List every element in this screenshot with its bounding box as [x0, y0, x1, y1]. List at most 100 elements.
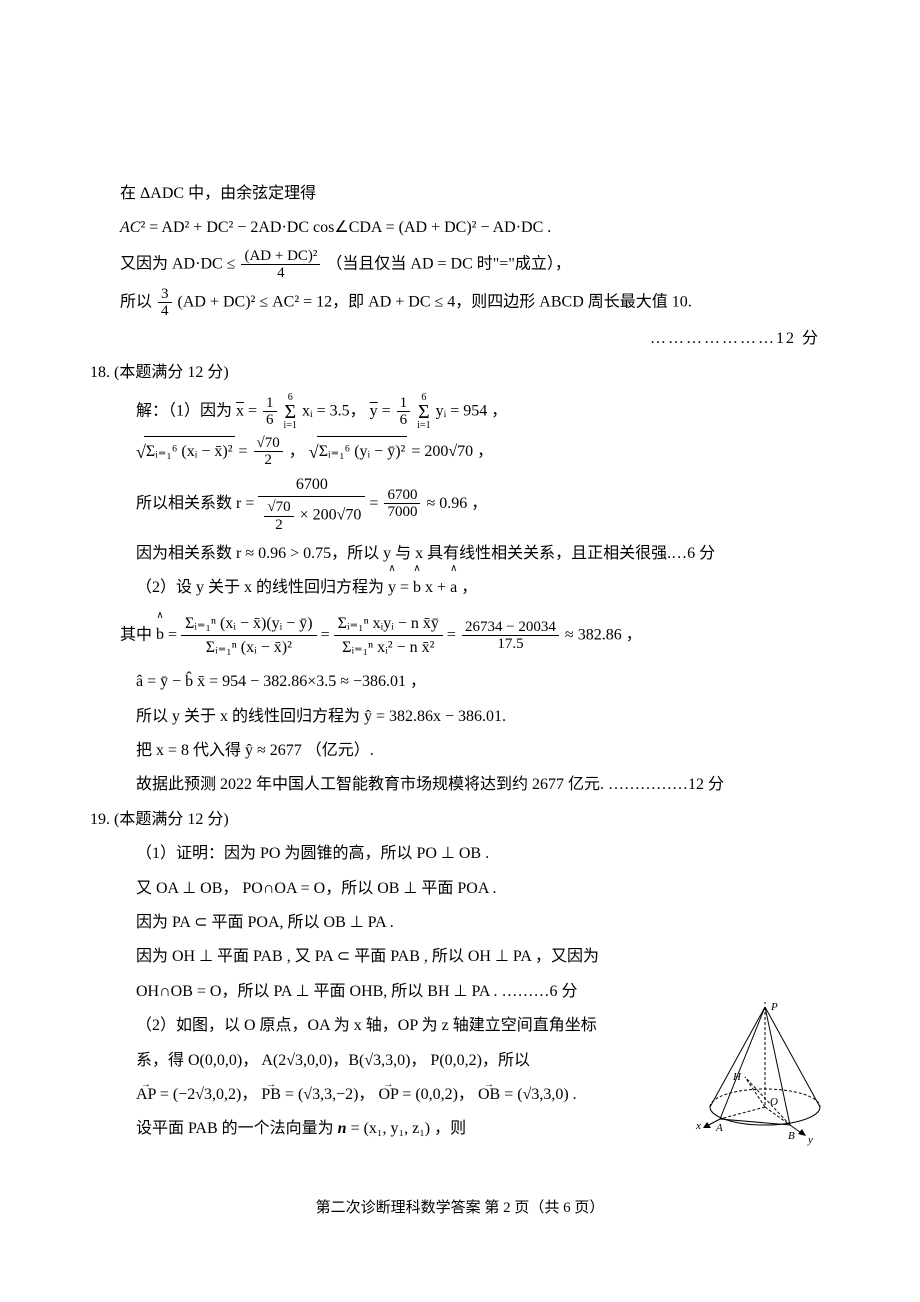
denominator: 17.5 [462, 636, 559, 653]
q17-eq: ² = AD² + DC² − 2AD·DC cos∠CDA = (AD + D… [140, 219, 551, 236]
numerator: √70 [254, 435, 283, 453]
q19-line3: 因为 PA ⊂ 平面 POA, 所以 OB ⊥ PA . [90, 908, 830, 938]
svg-text:B: B [788, 1130, 795, 1142]
fraction: 26734 − 20034 17.5 [462, 619, 559, 653]
numerator: 26734 − 20034 [462, 619, 559, 637]
numerator: √70 [264, 499, 293, 517]
denominator: Σᵢ₌₁ⁿ xᵢ² − n x̄² [334, 636, 443, 659]
denominator: 2 [254, 452, 283, 469]
text: ， [461, 579, 477, 596]
cone-diagram: POABHzxy [695, 1002, 835, 1152]
denominator: Σᵢ₌₁ⁿ (xᵢ − x̄)² [181, 636, 317, 659]
q18-line8: 所以 y 关于 x 的线性回归方程为 ŷ = 382.86x − 386.01. [90, 702, 830, 732]
text: = (−2√3,0,2)， [160, 1086, 262, 1103]
fraction: 3 4 [158, 286, 172, 320]
text: = (x₁, y₁, z₁) ，则 [351, 1120, 467, 1137]
q18-line7: â = ȳ − b̂ x̄ = 954 − 382.86×3.5 ≈ −386.… [90, 667, 830, 697]
q17-line3: 又因为 AD·DC ≤ (AD + DC)² 4 （当且仅当 AD = DC 时… [90, 248, 830, 282]
eq: = [382, 402, 395, 419]
q18-line4: 因为相关系数 r ≈ 0.96 > 0.75，所以 y 与 x 具有线性相关关系… [90, 539, 830, 569]
fraction: √70 2 [254, 435, 283, 469]
q19-line4: 因为 OH ⊥ 平面 PAB , 又 PA ⊂ 平面 PAB , 所以 OH ⊥… [90, 942, 830, 972]
eq: = [369, 495, 382, 512]
sum-lower: i=1 [284, 421, 297, 431]
q19-line1: （1）证明：因为 PO 为圆锥的高，所以 PO ⊥ OB . [90, 839, 830, 869]
denominator: 4 [158, 303, 172, 320]
q18-line10: 故据此预测 2022 年中国人工智能教育市场规模将达到约 2677 亿元. ……… [90, 770, 830, 800]
denominator: 2 [264, 517, 293, 534]
svg-text:H: H [732, 1071, 742, 1083]
numerator: Σᵢ₌₁ⁿ xᵢyᵢ − n x̄ȳ [334, 612, 443, 636]
big-fraction: Σᵢ₌₁ⁿ xᵢyᵢ − n x̄ȳ Σᵢ₌₁ⁿ xᵢ² − n x̄² [334, 612, 443, 659]
sum-lower: i=1 [417, 421, 430, 431]
eq: = [400, 579, 413, 596]
text: ≈ 382.86 ， [565, 626, 642, 643]
text: （2）设 y 关于 x 的线性回归方程为 [136, 579, 388, 596]
text: 其中 [120, 626, 156, 643]
fraction: (AD + DC)² 4 [241, 248, 320, 282]
sqrt-arg: Σᵢ₌₁⁶ (xᵢ − x̄)² [144, 436, 235, 467]
numerator: 3 [158, 286, 172, 304]
fraction: 1 6 [397, 395, 411, 429]
eq: = [239, 443, 252, 460]
numerator: 6700 [258, 473, 365, 497]
q19-header: 19. (本题满分 12 分) [90, 805, 830, 835]
inner-fraction: √70 2 [264, 499, 293, 533]
numerator: 6700 [384, 487, 420, 505]
text: （当且仅当 AD = DC 时"="成立）， [326, 255, 570, 272]
text: 所以相关系数 r = [136, 495, 258, 512]
denominator: 7000 [384, 504, 420, 521]
eq: = [321, 626, 334, 643]
text: 设平面 PAB 的一个法向量为 [136, 1120, 338, 1137]
text: ≈ 0.96 ， [426, 495, 487, 512]
denominator: 4 [241, 265, 320, 282]
svg-text:x: x [695, 1120, 701, 1132]
vector-n: n [338, 1120, 347, 1137]
text: 解：（1）因为 [136, 402, 236, 419]
text: (AD + DC)² ≤ AC² = 12，即 AD + DC ≤ 4，则四边形… [178, 293, 692, 310]
sigma: 6 Σ i=1 [417, 393, 430, 431]
svg-text:P: P [770, 1002, 778, 1013]
q18-header: 18. (本题满分 12 分) [90, 358, 830, 388]
q18-line1: 解：（1）因为 x = 1 6 6 Σ i=1 xᵢ = 3.5， y = 1 … [90, 393, 830, 431]
fraction: 6700 7000 [384, 487, 420, 521]
sigma-symbol: Σ [417, 403, 430, 421]
text: = (0,0,2)， [402, 1086, 474, 1103]
text: = (√3,3,−2)， [285, 1086, 375, 1103]
q18-line2: √Σᵢ₌₁⁶ (xᵢ − x̄)² = √70 2 ， √Σᵢ₌₁⁶ (yᵢ −… [90, 435, 830, 469]
numerator: 1 [263, 395, 277, 413]
q17-line4: 所以 3 4 (AD + DC)² ≤ AC² = 12，即 AD + DC ≤… [90, 286, 830, 320]
text: xᵢ = 3.5， [302, 402, 370, 419]
denominator: √70 2 × 200√70 [258, 497, 365, 535]
eq: = [447, 626, 460, 643]
text: yᵢ = 954 ， [436, 402, 508, 419]
vector-AP: AP [136, 1086, 156, 1103]
denominator: 6 [397, 412, 411, 429]
q18-line6: 其中 b = Σᵢ₌₁ⁿ (xᵢ − x̄)(yᵢ − ȳ) Σᵢ₌₁ⁿ (xᵢ… [90, 612, 830, 659]
q17-line1: 在 ΔADC 中，由余弦定理得 [90, 179, 830, 209]
big-fraction: 6700 √70 2 × 200√70 [258, 473, 365, 535]
page-footer: 第二次诊断理科数学答案 第 2 页（共 6 页） [0, 1194, 920, 1223]
svg-text:O: O [770, 1096, 778, 1108]
var-AC: AC [120, 219, 140, 236]
page-content: 在 ΔADC 中，由余弦定理得 AC² = AD² + DC² − 2AD·DC… [90, 179, 830, 1145]
big-fraction: Σᵢ₌₁ⁿ (xᵢ − x̄)(yᵢ − ȳ) Σᵢ₌₁ⁿ (xᵢ − x̄)² [181, 612, 317, 659]
text: 所以 [120, 293, 156, 310]
eq: = [248, 402, 261, 419]
comma: ， [289, 443, 309, 460]
numerator: (AD + DC)² [241, 248, 320, 266]
q19-line2: 又 OA ⊥ OB， PO∩OA = O，所以 OB ⊥ 平面 POA . [90, 874, 830, 904]
sqrt-arg: Σᵢ₌₁⁶ (yᵢ − ȳ)² [317, 436, 408, 467]
numerator: 1 [397, 395, 411, 413]
vector-PB: PB [261, 1086, 281, 1103]
vector-OB: OB [478, 1086, 500, 1103]
b-hat: b [413, 573, 421, 603]
vector-OP: OP [378, 1086, 398, 1103]
fraction: 1 6 [263, 395, 277, 429]
ybar: y [370, 402, 378, 419]
numerator: Σᵢ₌₁ⁿ (xᵢ − x̄)(yᵢ − ȳ) [181, 612, 317, 636]
xbar: x [236, 402, 244, 419]
q17-line2: AC² = AD² + DC² − 2AD·DC cos∠CDA = (AD +… [90, 213, 830, 243]
sigma-symbol: Σ [284, 403, 297, 421]
text: x + [425, 579, 450, 596]
